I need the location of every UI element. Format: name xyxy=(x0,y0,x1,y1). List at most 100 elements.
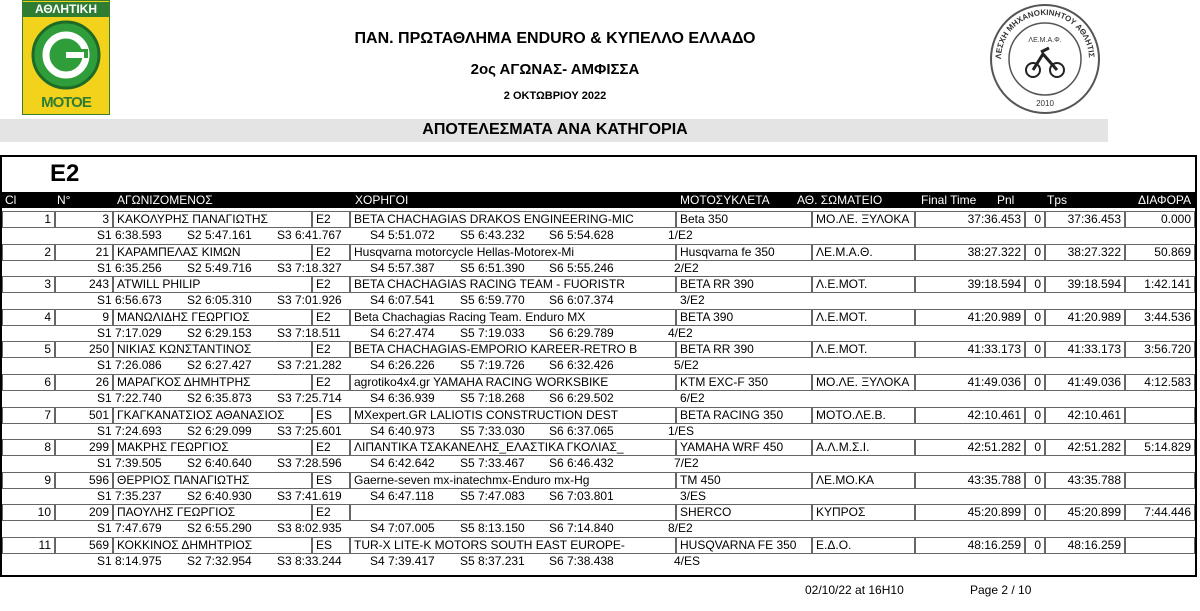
number-cell: 299 xyxy=(55,439,113,456)
cl-cell: 8 xyxy=(2,439,55,456)
split-time: S1 6:38.593 xyxy=(97,228,162,242)
split-time: S2 5:49.716 xyxy=(187,261,252,275)
rider-cell: ATWILL PHILIP xyxy=(113,276,312,293)
bike-cell: BETA 390 xyxy=(676,309,812,326)
rider-cell: ΓΚΑΓΚΑΝΑΤΣΙΟΣ ΑΘΑΝΑΣΙΟΣ xyxy=(113,407,312,424)
rider-cell: ΠΑΟΥΛΗΣ ΓΕΩΡΓΙΟΣ xyxy=(113,504,312,521)
diff-cell: 3:56.720 xyxy=(1125,341,1195,358)
class-position: 4/ES xyxy=(674,554,701,568)
class-position: 3/ES xyxy=(680,489,707,503)
class-position: 4/E2 xyxy=(668,326,693,340)
cl-cell: 3 xyxy=(2,276,55,293)
penalty-cell: 0 xyxy=(1025,537,1045,554)
split-time: S6 6:07.374 xyxy=(549,293,614,307)
split-time: S2 6:29.099 xyxy=(187,424,252,438)
split-time: S1 7:17.029 xyxy=(97,326,162,340)
class-position: 7/E2 xyxy=(674,456,699,470)
bike-cell: BETA RR 390 xyxy=(676,276,812,293)
tps-cell: 37:36.453 xyxy=(1045,211,1125,228)
tps-cell: 38:27.322 xyxy=(1045,244,1125,261)
final-time-cell: 43:35.788 xyxy=(915,472,1025,489)
diff-cell xyxy=(1125,537,1195,554)
column-header: ΔΙΑΦΟΡΑ xyxy=(1138,193,1192,207)
split-time: S6 7:14.840 xyxy=(549,521,614,535)
split-time: S1 7:24.693 xyxy=(97,424,162,438)
split-time: S6 7:03.801 xyxy=(549,489,614,503)
split-time: S4 6:40.973 xyxy=(370,424,435,438)
split-time: S5 7:19.033 xyxy=(460,326,525,340)
club-cell: Λ.Ε.ΜΟΤ. xyxy=(812,309,915,326)
rider-cell: ΚΑΡΑΜΠΕΛΑΣ ΚΙΜΩΝ xyxy=(113,244,312,261)
column-header: Cl xyxy=(5,193,17,207)
split-time: S4 6:36.939 xyxy=(370,391,435,405)
split-time: S1 7:47.679 xyxy=(97,521,162,535)
split-time: S6 5:54.628 xyxy=(549,228,614,242)
column-header: Pnl xyxy=(997,193,1015,207)
class-position: 2/E2 xyxy=(674,261,699,275)
rider-cell: ΚΟΚΚΙΝΟΣ ΔΗΜΗΤΡΙΟΣ xyxy=(113,537,312,554)
bike-cell: TM 450 xyxy=(676,472,812,489)
number-cell: 209 xyxy=(55,504,113,521)
split-time: S4 7:39.417 xyxy=(370,554,435,568)
split-time: S3 7:41.619 xyxy=(277,489,342,503)
class-position: 1/E2 xyxy=(668,228,693,242)
bike-cell: SHERCO xyxy=(676,504,812,521)
split-time: S2 6:29.153 xyxy=(187,326,252,340)
rider-cell: ΝΙΚΙΑΣ ΚΩΝΣΤΑΝΤΙΝΟΣ xyxy=(113,341,312,358)
split-time: S2 5:47.161 xyxy=(187,228,252,242)
club-cell: Λ.Ε.ΜΟΤ. xyxy=(812,276,915,293)
class-position: 5/E2 xyxy=(674,358,699,372)
number-cell: 21 xyxy=(55,244,113,261)
split-time: S3 7:25.601 xyxy=(277,424,342,438)
split-time: S5 6:43.232 xyxy=(460,228,525,242)
rider-cell: ΜΑΡΑΓΚΟΣ ΔΗΜΗΤΡΗΣ xyxy=(113,374,312,391)
diff-cell xyxy=(1125,407,1195,424)
bike-cell: BETA RACING 350 xyxy=(676,407,812,424)
subtitle: 2ος ΑΓΩΝΑΣ- ΑΜΦΙΣΣΑ xyxy=(470,61,640,78)
sponsor-cell: BETA CHACHAGIAS DRAKOS ENGINEERING-MIC xyxy=(350,211,676,228)
split-time: S3 7:21.282 xyxy=(277,358,342,372)
split-time: S3 7:18.327 xyxy=(277,261,342,275)
penalty-cell: 0 xyxy=(1025,439,1045,456)
cl-cell: 1 xyxy=(2,211,55,228)
number-cell: 3 xyxy=(55,211,113,228)
split-time: S3 7:01.926 xyxy=(277,293,342,307)
final-time-cell: 41:20.989 xyxy=(915,309,1025,326)
split-time: S2 6:40.930 xyxy=(187,489,252,503)
split-time: S3 7:25.714 xyxy=(277,391,342,405)
title: ΠΑΝ. ΠΡΩΤΑΘΛΗΜΑ ENDURO & ΚΥΠΕΛΛΟ ΕΛΛΑΔΟ xyxy=(354,30,756,47)
split-time: S1 6:35.256 xyxy=(97,261,162,275)
split-time: S5 8:37.231 xyxy=(460,554,525,568)
split-time: S1 6:56.673 xyxy=(97,293,162,307)
class-cell: ES xyxy=(312,537,350,554)
split-time: S5 6:59.770 xyxy=(460,293,525,307)
diff-cell: 50.869 xyxy=(1125,244,1195,261)
split-time: S1 7:39.505 xyxy=(97,456,162,470)
penalty-cell: 0 xyxy=(1025,341,1045,358)
split-time: S6 6:46.432 xyxy=(549,456,614,470)
bike-cell: Beta 350 xyxy=(676,211,812,228)
class-cell: E2 xyxy=(312,341,350,358)
split-time: S4 6:27.474 xyxy=(370,326,435,340)
footer-timestamp: 02/10/22 at 16H10 xyxy=(805,583,904,597)
column-header: ΧΟΡΗΓΟΙ xyxy=(355,193,409,207)
split-time: S6 7:38.438 xyxy=(549,554,614,568)
diff-cell: 1:42.141 xyxy=(1125,276,1195,293)
class-position: 3/E2 xyxy=(680,293,705,307)
footer-page: Page 2 / 10 xyxy=(970,583,1032,597)
number-cell: 596 xyxy=(55,472,113,489)
cl-cell: 11 xyxy=(2,537,55,554)
cl-cell: 4 xyxy=(2,309,55,326)
split-time: S5 7:33.030 xyxy=(460,424,525,438)
sponsor-cell: TUR-X LITE-K MOTORS SOUTH EAST EUROPE- xyxy=(350,537,676,554)
date: 2 ΟΚΤΩΒΡΙΟΥ 2022 xyxy=(503,90,607,102)
class-cell: ES xyxy=(312,407,350,424)
tps-cell: 39:18.594 xyxy=(1045,276,1125,293)
split-time: S4 7:07.005 xyxy=(370,521,435,535)
split-time: S2 6:55.290 xyxy=(187,521,252,535)
penalty-cell: 0 xyxy=(1025,276,1045,293)
tps-cell: 41:20.989 xyxy=(1045,309,1125,326)
penalty-cell: 0 xyxy=(1025,211,1045,228)
sponsor-cell: Gaerne-seven mx-inatechmx-Enduro mx-Hg xyxy=(350,472,676,489)
sponsor-cell xyxy=(350,504,676,521)
